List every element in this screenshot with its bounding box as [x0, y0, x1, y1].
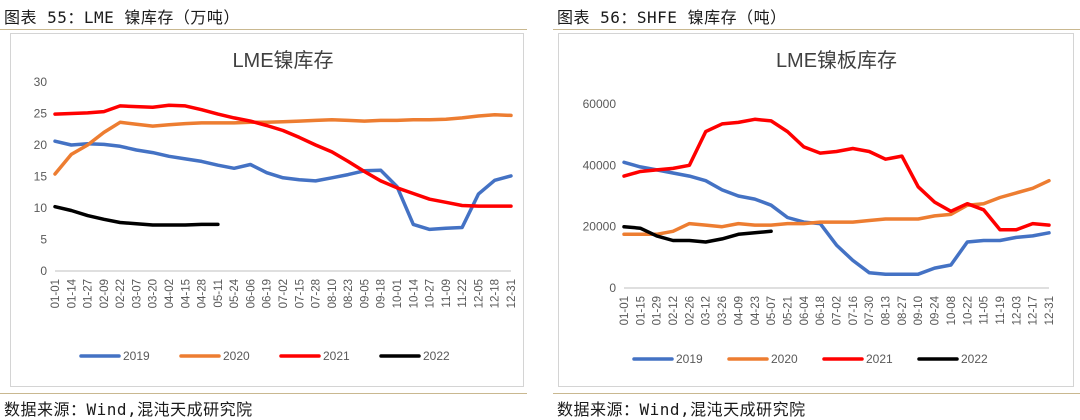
shfe-chart-svg: LME镍板库存 0 20000 40000 60000 01-01 01-15 01-29 02…	[583, 49, 1056, 366]
x-tick-label: 12-05	[473, 279, 485, 308]
x-tick-label: 04-02	[164, 279, 176, 308]
legend-label-2022: 2022	[423, 349, 450, 363]
x-tick-label: 02-22	[115, 279, 127, 308]
series-line-2020	[622, 178, 1051, 237]
heading-divider	[0, 29, 527, 30]
x-tick-label: 09-24	[930, 295, 942, 325]
x-tick-label: 01-29	[652, 296, 664, 325]
x-tick-label: 06-06	[245, 279, 257, 308]
y-tick-label: 10	[34, 201, 48, 215]
x-tick-label: 10-27	[425, 279, 437, 308]
x-tick-label: 05-21	[782, 296, 794, 325]
x-tick-label: 07-30	[864, 296, 876, 325]
series-line-2021	[622, 117, 1051, 232]
x-tick-label: 01-15	[635, 296, 647, 325]
x-tick-label: 05-24	[229, 278, 241, 308]
series-line-2019	[622, 160, 1051, 276]
x-tick-label: 03-12	[701, 296, 713, 325]
x-tick-label: 05-07	[766, 296, 778, 325]
x-tick-label: 06-19	[262, 279, 274, 308]
x-tick-label: 01-14	[66, 278, 78, 308]
x-tick-label: 10-01	[392, 279, 404, 308]
lme-panel: 图表 55：LME 镍库存（万吨） LME镍库存 0 5 10 15 20 25 30 01-0…	[0, 0, 527, 420]
x-tick-label: 07-15	[294, 279, 306, 308]
x-tick-label: 07-02	[278, 279, 290, 308]
x-tick-label: 04-15	[180, 279, 192, 308]
x-tick-label: 04-09	[733, 296, 745, 325]
data-source: 数据来源：Wind,混沌天成研究院	[557, 400, 806, 419]
legend-label-2021: 2021	[323, 349, 350, 363]
shfe-chart: LME镍板库存 0 20000 40000 60000 01-01 01-15 01-29 02…	[558, 33, 1074, 387]
x-tick-label: 09-05	[359, 279, 371, 308]
x-tick-label: 06-04	[799, 295, 811, 325]
series-line-2022	[622, 224, 773, 244]
x-tick-label: 04-28	[197, 279, 209, 308]
figure-heading: 图表 56：SHFE 镍库存（吨）	[557, 8, 787, 27]
x-tick-label: 07-28	[311, 279, 323, 308]
x-tick-label: 11-19	[995, 296, 1007, 325]
figure-heading: 图表 55：LME 镍库存（万吨）	[4, 8, 240, 27]
x-tick-label: 06-18	[815, 296, 827, 325]
chart-title: LME镍库存	[232, 49, 333, 72]
x-tick-label: 12-18	[490, 279, 502, 308]
y-tick-label: 20	[34, 138, 48, 152]
data-source: 数据来源：Wind,混沌天成研究院	[4, 400, 253, 419]
x-tick-label: 08-10	[327, 279, 339, 308]
x-tick-label: 05-11	[213, 279, 225, 308]
series-line-2020	[53, 113, 513, 176]
x-tick-label: 12-31	[506, 279, 518, 308]
y-tick-label: 20000	[583, 220, 617, 234]
x-tick-label: 12-03	[1011, 296, 1023, 325]
x-tick-label: 12-31	[1044, 296, 1056, 325]
heading-divider	[553, 29, 1080, 30]
x-tick-label: 08-23	[343, 279, 355, 308]
y-tick-label: 5	[40, 233, 47, 247]
x-tick-label: 02-12	[668, 296, 680, 325]
x-tick-label: 10-08	[946, 296, 958, 325]
x-tick-label: 04-23	[750, 296, 762, 325]
y-tick-label: 60000	[583, 97, 617, 111]
x-tick-label: 03-20	[148, 279, 160, 308]
x-tick-label: 11-22	[457, 279, 469, 308]
x-tick-label: 09-18	[376, 279, 388, 308]
x-tick-label: 10-14	[408, 278, 420, 308]
source-divider	[0, 393, 527, 394]
legend-label-2020: 2020	[223, 349, 250, 363]
y-tick-label: 0	[609, 281, 616, 295]
legend-label-2021: 2021	[866, 352, 893, 366]
lme-chart: LME镍库存 0 5 10 15 20 25 30 01-01 01-14 01-27 02-09 02…	[10, 33, 524, 387]
lme-chart-svg: LME镍库存 0 5 10 15 20 25 30 01-01 01-14 01-27 02-09 02…	[34, 49, 518, 363]
y-tick-label: 15	[34, 170, 48, 184]
x-tick-label: 01-01	[50, 279, 62, 308]
series-line-2021	[53, 103, 513, 208]
y-tick-label: 30	[34, 75, 48, 89]
x-tick-label: 09-10	[913, 296, 925, 325]
x-tick-label: 02-09	[99, 279, 111, 308]
y-tick-label: 25	[34, 107, 48, 121]
x-tick-label: 03-07	[131, 279, 143, 308]
x-tick-label: 10-22	[962, 296, 974, 325]
series-line-2022	[53, 204, 220, 227]
x-tick-label: 11-09	[441, 279, 453, 308]
x-tick-label: 08-13	[881, 296, 893, 325]
legend-label-2020: 2020	[771, 352, 798, 366]
shfe-panel: 图表 56：SHFE 镍库存（吨） LME镍板库存 0 20000 40000 6000…	[553, 0, 1080, 420]
x-tick-label: 03-26	[717, 296, 729, 325]
legend-label-2022: 2022	[961, 352, 988, 366]
chart-title: LME镍板库存	[776, 49, 897, 72]
y-tick-label: 40000	[583, 158, 617, 172]
x-tick-label: 08-27	[897, 296, 909, 325]
x-tick-label: 01-01	[619, 296, 631, 325]
series-line-2019	[53, 139, 513, 232]
legend-label-2019: 2019	[676, 352, 703, 366]
legend-label-2019: 2019	[123, 349, 150, 363]
source-divider	[553, 393, 1080, 394]
x-tick-label: 07-16	[848, 296, 860, 325]
x-tick-label: 11-05	[979, 296, 991, 325]
x-tick-label: 12-17	[1028, 296, 1040, 325]
y-tick-label: 0	[40, 264, 47, 278]
x-tick-label: 02-26	[684, 296, 696, 325]
x-tick-label: 01-27	[83, 279, 95, 308]
x-tick-label: 07-02	[832, 296, 844, 325]
